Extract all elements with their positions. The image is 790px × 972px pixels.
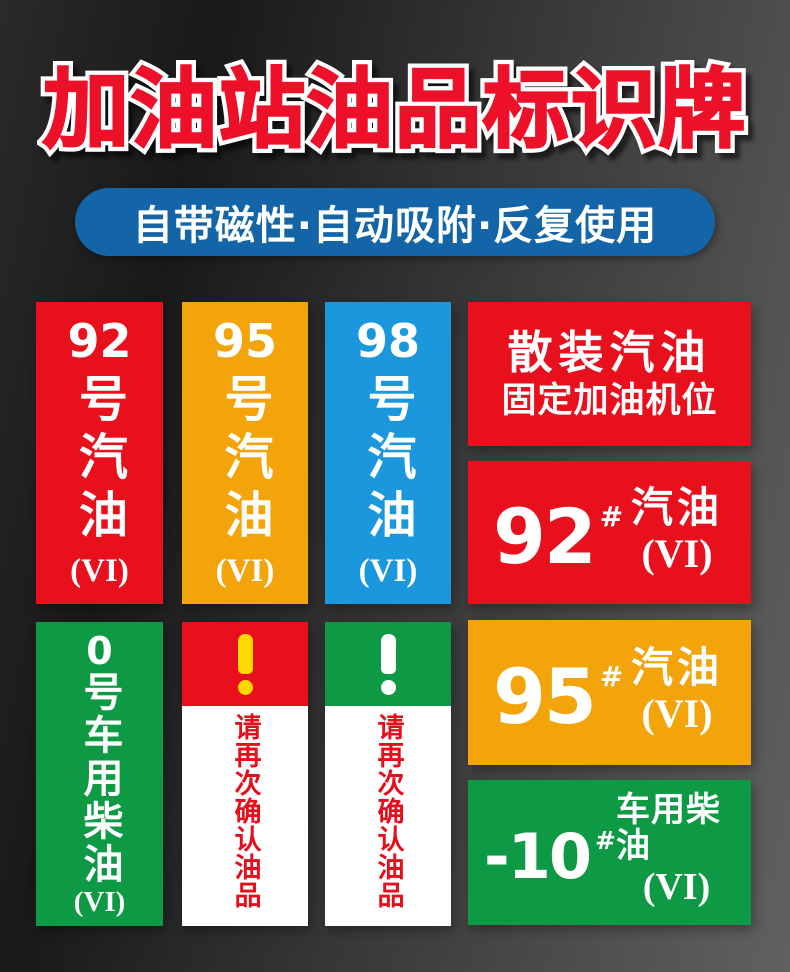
exclamation-icon [237, 633, 253, 695]
grade-label: (VI) [358, 552, 418, 589]
page-title-outline: 加油站油品标识牌 [38, 56, 751, 164]
hash-mark: # [599, 659, 624, 693]
product-label: 车用柴油 [615, 790, 721, 867]
sign-number: 92 [493, 491, 597, 581]
sign-0-diesel-vertical: 0 号车用柴油 (VI) [36, 622, 163, 926]
sign-confirm-product-green: 请再次确认油品 [325, 622, 451, 926]
feature-banner-text: 自带磁性·自动吸附·反复使用 [132, 203, 658, 249]
sign-product-group: 汽油 (VI) [630, 482, 723, 577]
sign-95-gasoline-vertical: 95 号汽油 (VI) [182, 302, 308, 604]
warning-text: 请再次确认油品 [229, 713, 261, 909]
hash-mark: # [599, 499, 624, 533]
sign-minus10-diesel-horizontal: -10 # 车用柴油 (VI) [468, 780, 751, 925]
sign-product-group: 汽油 (VI) [630, 642, 723, 737]
sign-product-group: 车用柴油 (VI) [615, 790, 737, 908]
sign-number-group: 95 # [493, 651, 624, 741]
sign-number-group: 92 # [493, 491, 624, 581]
sign-text-line2: 固定加油机位 [501, 380, 718, 421]
product-label: 汽油 [630, 482, 723, 532]
warning-body: 请再次确认油品 [325, 706, 451, 926]
feature-banner: 自带磁性·自动吸附·反复使用 [75, 188, 715, 256]
exclamation-icon [380, 633, 396, 695]
warning-header [182, 622, 308, 706]
hash-mark: # [595, 825, 616, 855]
sign-text: 号汽油 [216, 372, 274, 547]
sign-number: 98 [355, 314, 420, 369]
sign-number: 92 [67, 314, 132, 369]
sign-number: 0 [86, 628, 113, 673]
sign-number: 95 [212, 314, 277, 369]
grade-label: (VI) [73, 885, 126, 918]
sign-confirm-product-red: 请再次确认油品 [182, 622, 308, 926]
grade-label: (VI) [641, 691, 713, 737]
grade-label: (VI) [641, 531, 713, 577]
grade-label: (VI) [70, 552, 129, 589]
sign-95-gasoline-horizontal: 95 # 汽油 (VI) [468, 620, 751, 765]
warning-text: 请再次确认油品 [372, 713, 404, 909]
sign-number: 95 [493, 651, 597, 741]
sign-text: 号车用柴油 [76, 671, 123, 886]
sign-text-line1: 散装汽油 [507, 325, 712, 379]
sign-92-gasoline-vertical: 92 号汽油 (VI) [36, 302, 163, 604]
sign-text: 号汽油 [71, 372, 128, 547]
grade-label: (VI) [215, 552, 275, 589]
sign-text: 号汽油 [359, 372, 417, 547]
warning-body: 请再次确认油品 [182, 706, 308, 926]
product-label: 汽油 [630, 642, 723, 692]
page-title: 加油站油品标识牌 加油站油品标识牌 [0, 56, 790, 174]
warning-header [325, 622, 451, 706]
page-title-text: 加油站油品标识牌 [42, 60, 747, 160]
sign-number: -10 [484, 819, 592, 893]
sign-bulk-gasoline: 散装汽油 固定加油机位 [468, 302, 751, 446]
grade-label: (VI) [642, 865, 711, 908]
sign-98-gasoline-vertical: 98 号汽油 (VI) [325, 302, 451, 604]
sign-number-group: -10 # [484, 819, 616, 893]
sign-92-gasoline-horizontal: 92 # 汽油 (VI) [468, 461, 751, 604]
